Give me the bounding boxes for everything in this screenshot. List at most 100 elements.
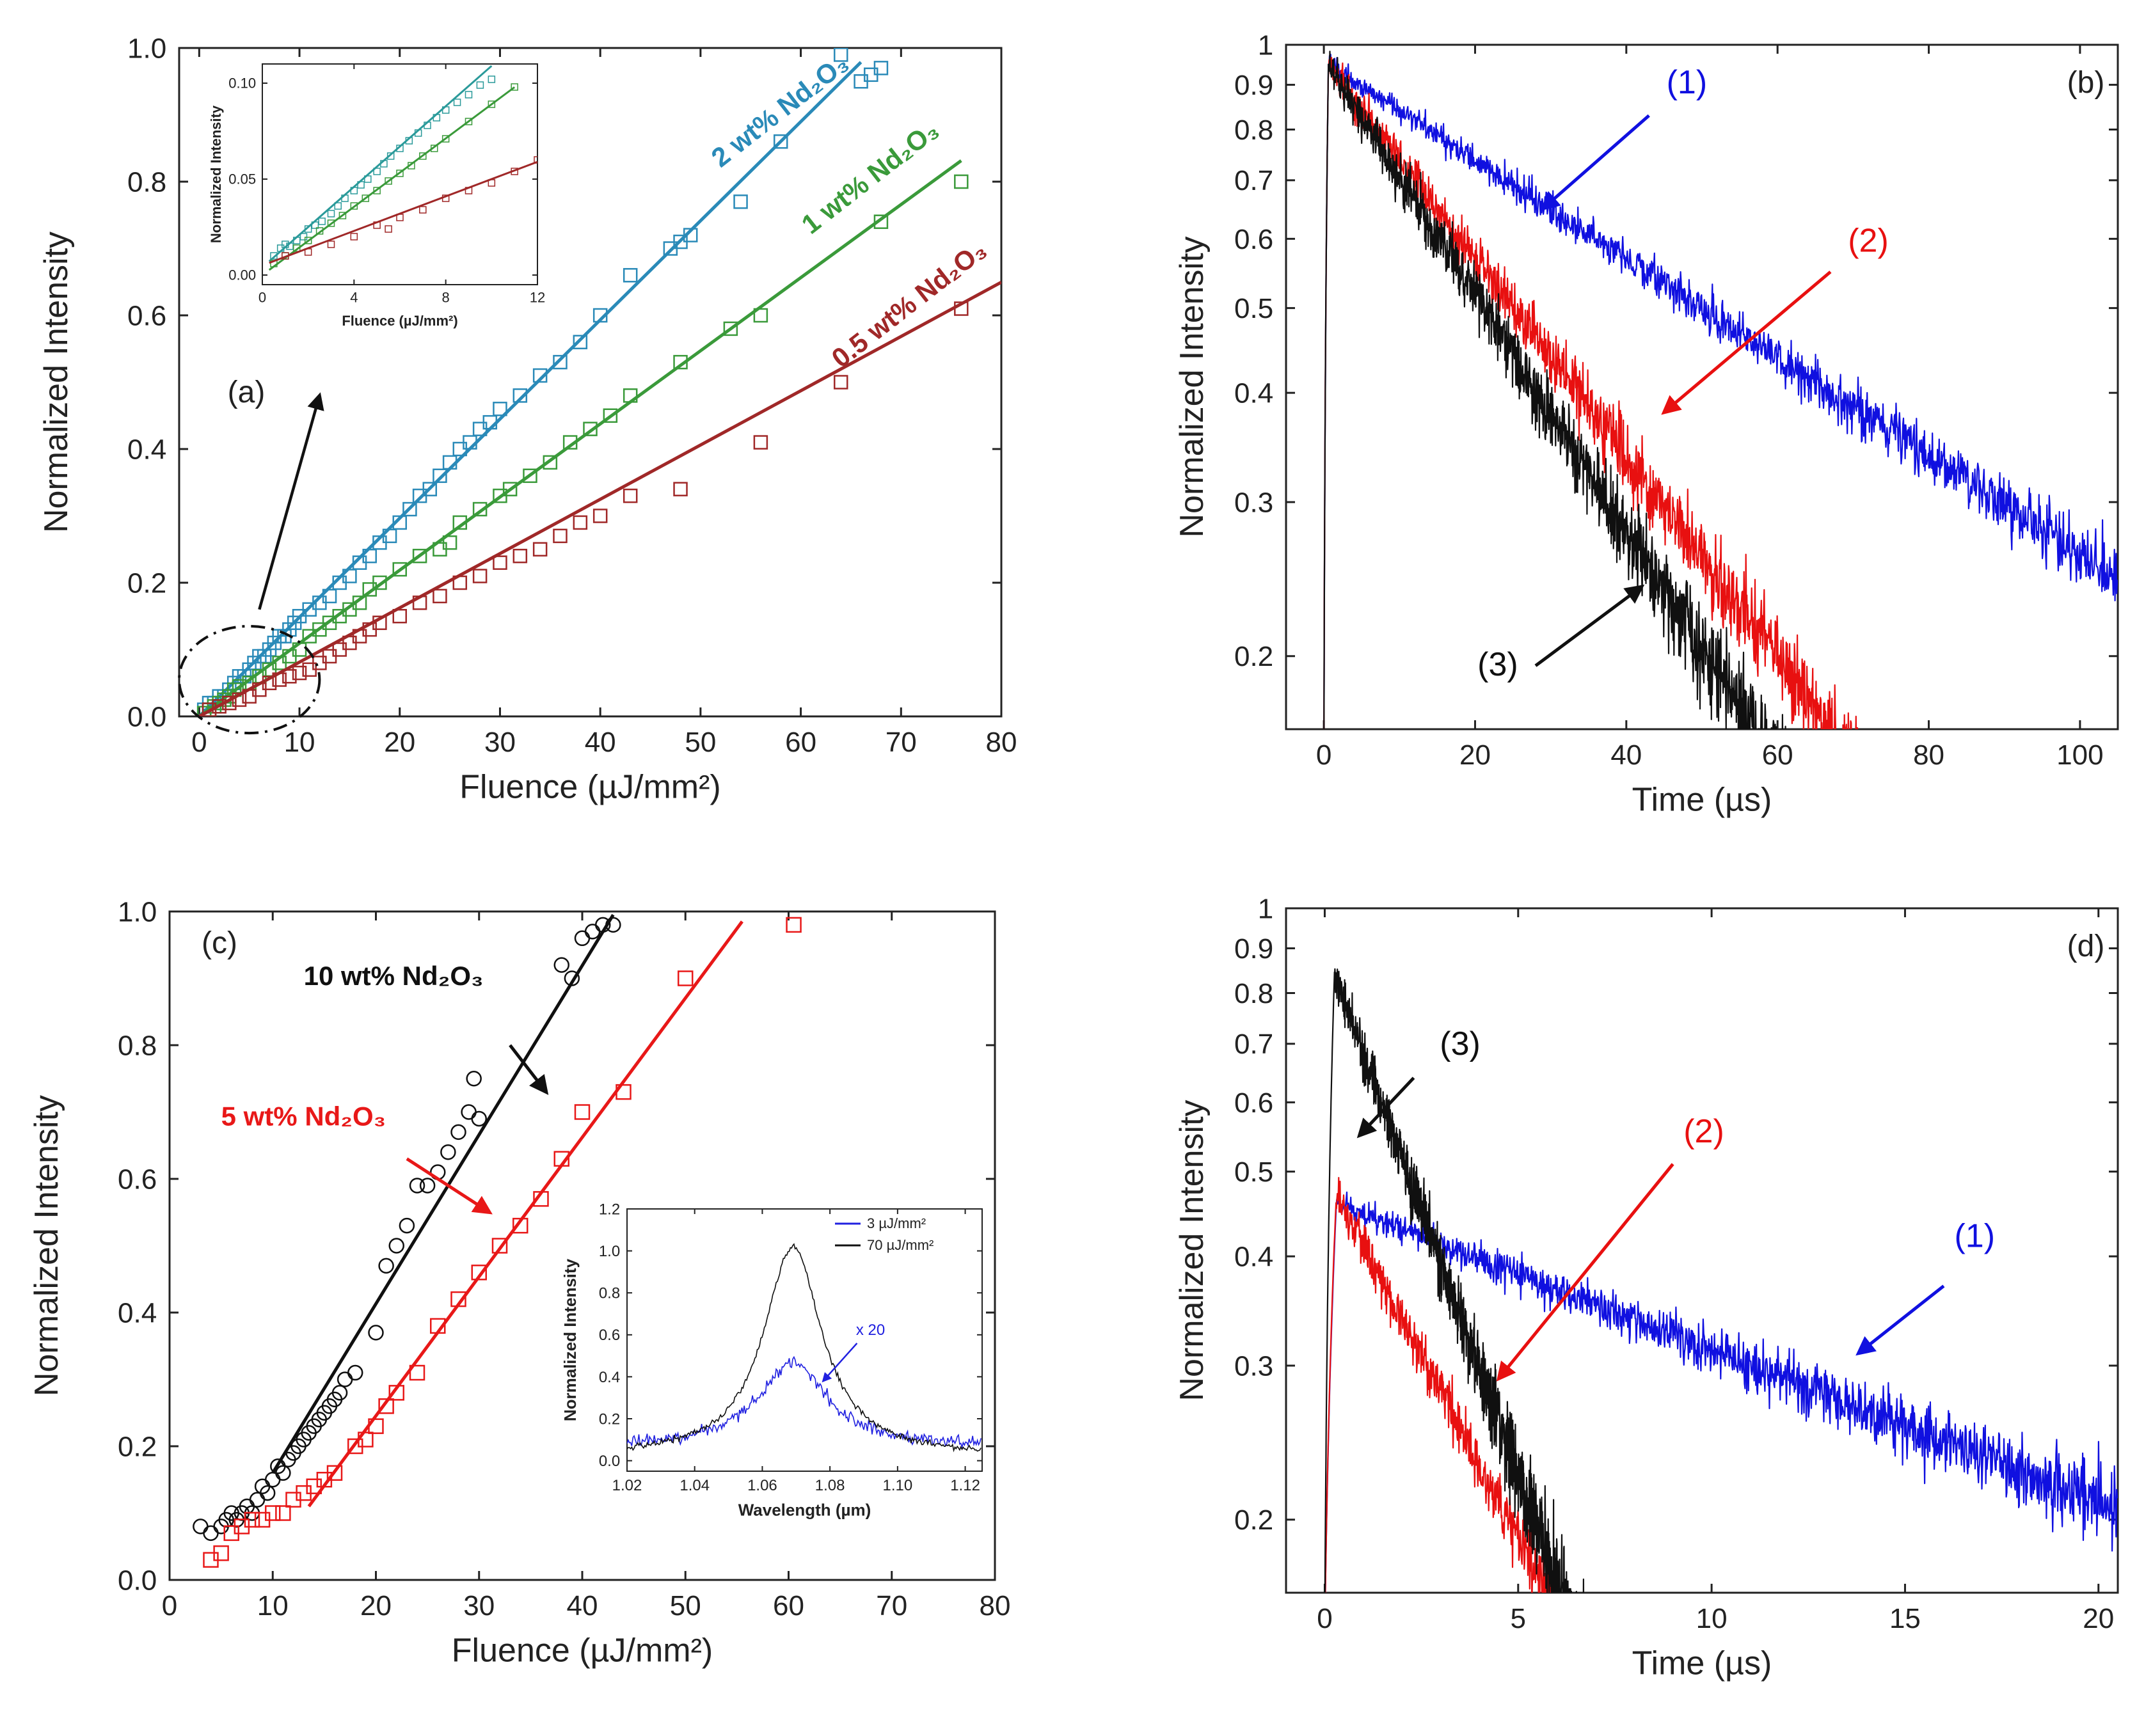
panel-d: 0 5 10 15 20 0.2 0.3 0.4 0.5 0.6 0.7 0.8 0.9 1 Time (µ…: [1173, 893, 2119, 1682]
data-point: [452, 515, 468, 530]
data-point: [341, 194, 349, 202]
data-point: [373, 168, 381, 175]
data-point: [491, 1238, 508, 1254]
data-point: [472, 569, 488, 583]
data-point: [471, 1110, 487, 1127]
annotation-arrow: [1540, 114, 1650, 211]
data-point: [357, 181, 365, 189]
decay-trace: [1324, 968, 1585, 1593]
data-point: [388, 1385, 404, 1401]
data-point: [834, 375, 848, 390]
data-point: [574, 1104, 591, 1120]
data-point: [272, 672, 287, 687]
x-tick-label: 0: [191, 727, 207, 758]
data-point: [623, 388, 638, 403]
data-point: [380, 160, 388, 168]
y-tick-label: 0.6: [127, 300, 166, 331]
inset-c: 1.02 1.04 1.06 1.08 1.10 1.12 0.0 0.2 0.4 0.6 0.8 1…: [560, 1201, 983, 1520]
data-point: [396, 214, 404, 221]
panel-label: (b): [2067, 66, 2105, 100]
spectrum-line: [627, 1243, 981, 1453]
data-point: [595, 917, 611, 933]
data-point: [304, 225, 312, 233]
data-point: [396, 170, 404, 177]
data-point: [382, 528, 397, 544]
x-tick-label: 70: [886, 727, 917, 758]
data-point: [385, 177, 392, 185]
data-point: [441, 194, 450, 202]
data-point: [419, 1178, 436, 1194]
x-tick-label: 100: [2056, 739, 2103, 771]
data-point: [419, 206, 427, 214]
y-tick-label: 0.4: [118, 1297, 157, 1329]
data-point: [954, 174, 969, 189]
data-point: [282, 669, 297, 684]
data-point: [275, 1465, 291, 1481]
data-point: [873, 61, 889, 75]
x-tick-label: 1.02: [612, 1477, 642, 1494]
data-point: [405, 137, 413, 145]
data-point: [386, 152, 395, 160]
x-tick-label: 40: [585, 727, 616, 758]
data-point: [422, 482, 438, 496]
data-point: [304, 237, 312, 244]
data-point: [202, 702, 217, 716]
y-tick-label: 1.0: [127, 33, 166, 64]
x-tick-label: 1.10: [882, 1477, 912, 1494]
data-point: [372, 615, 387, 630]
data-point: [388, 1238, 404, 1254]
data-point: [270, 252, 278, 260]
data-point: [338, 212, 347, 219]
y-tick-label: 1: [1258, 29, 1273, 61]
annotation-arrow: [1855, 1284, 1945, 1356]
x-tick-label: 50: [670, 1590, 701, 1622]
x-tick-label: 60: [773, 1590, 804, 1622]
data-point: [616, 1084, 632, 1100]
annotation-arrow: [406, 1157, 493, 1215]
y-tick-label: 1.0: [118, 896, 157, 927]
data-point: [311, 221, 319, 229]
data-point: [282, 252, 289, 260]
x-tick-label: 60: [1762, 739, 1793, 771]
fit-line: [198, 61, 862, 716]
data-point: [315, 227, 324, 235]
plot-area: [193, 913, 802, 1568]
x-tick-label: 8: [442, 290, 450, 306]
data-point: [392, 609, 408, 624]
data-point: [678, 970, 694, 986]
y-tick-label: 0.8: [118, 1030, 157, 1061]
data-point: [408, 162, 415, 170]
plot-area: [1323, 51, 2118, 729]
y-axis-label: Normalized Intensity: [28, 1095, 65, 1396]
plot-frame: [626, 1208, 983, 1472]
annotation-arrow: [509, 1044, 549, 1095]
data-point: [461, 1104, 477, 1120]
data-point: [275, 1505, 291, 1521]
data-point: [465, 118, 473, 125]
data-point: [605, 917, 621, 933]
data-point: [222, 695, 237, 711]
x-tick-label: 80: [1913, 739, 1944, 771]
y-tick-label: 0.6: [599, 1327, 620, 1344]
data-point: [592, 308, 608, 323]
x-tick-label: 0: [258, 290, 266, 306]
zoom-circle: [178, 624, 321, 735]
data-point: [385, 225, 392, 233]
x-tick-label: 10: [284, 727, 315, 758]
x-tick-label: 1.04: [679, 1477, 710, 1494]
curve-label: (3): [1440, 1025, 1481, 1062]
y-tick-label: 0.0: [118, 1565, 157, 1596]
data-point: [583, 422, 598, 436]
x-tick-label: 10: [1696, 1603, 1728, 1634]
curve-label: (2): [1683, 1113, 1724, 1150]
y-tick-label: 0.9: [1234, 70, 1273, 101]
y-tick-label: 0.8: [599, 1285, 620, 1302]
plot-frame: [1285, 907, 2119, 1594]
plot-area: [1324, 968, 2118, 1593]
data-point: [873, 214, 889, 229]
data-point: [327, 219, 335, 227]
data-point: [532, 542, 548, 556]
y-tick-label: 0.3: [1234, 1350, 1273, 1382]
data-point: [553, 528, 568, 544]
decay-trace: [1323, 53, 2118, 729]
